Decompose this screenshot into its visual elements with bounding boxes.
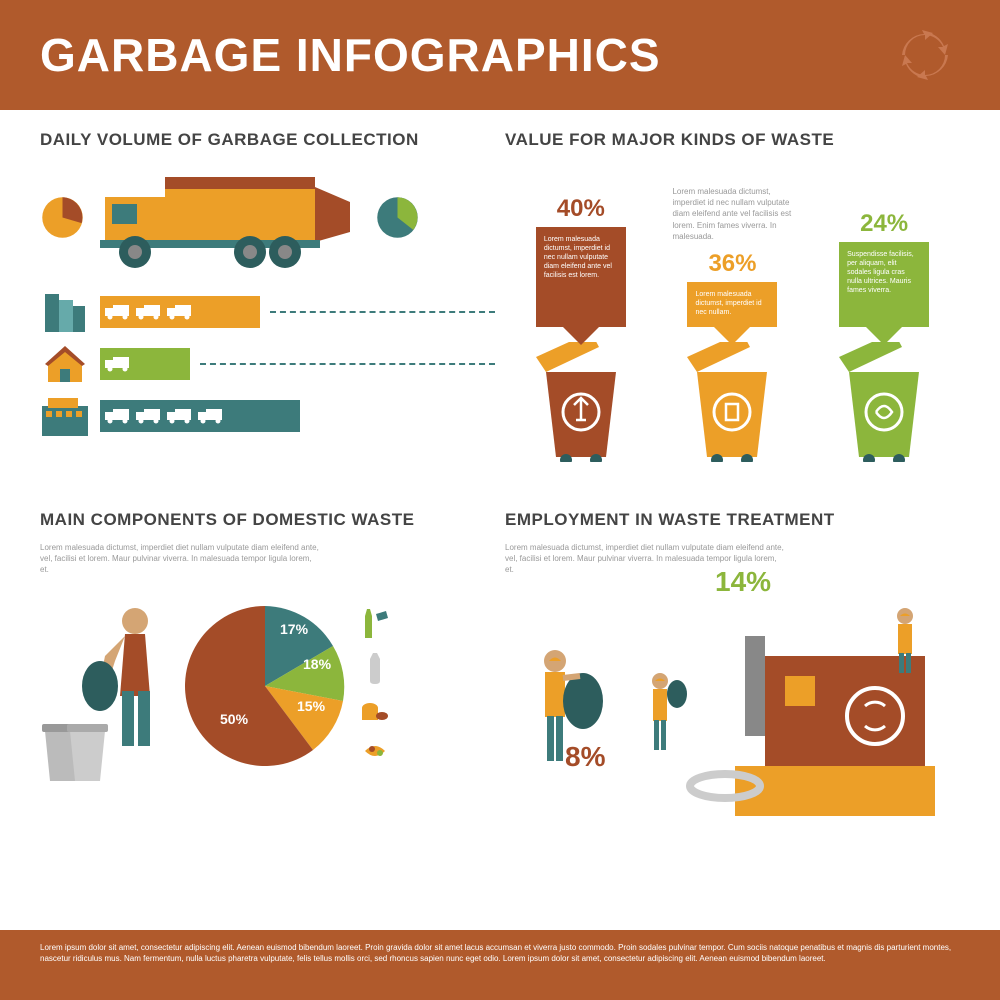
mini-truck-icon: [167, 408, 195, 424]
cans-icon: [360, 696, 390, 726]
page-title: GARBAGE INFOGRAPHICS: [40, 28, 661, 82]
pie-small-right: [375, 195, 420, 240]
pie-label-1: 17%: [280, 621, 308, 637]
bin-icon-brown: [531, 342, 631, 462]
section1-title: DAILY VOLUME OF GARBAGE COLLECTION: [40, 130, 495, 150]
bin-pct-1: 40%: [557, 195, 605, 223]
volume-row-3: [40, 396, 495, 436]
person-trash-icon: [40, 586, 170, 786]
bin-pct-3: 24%: [860, 210, 908, 238]
volume-rows: [40, 292, 495, 436]
bin-arrow-1: Lorem malesuada dictumst, imperdiet id n…: [536, 227, 626, 327]
footer-text: Lorem ipsum dolor sit amet, consectetur …: [40, 942, 960, 964]
dash-line: [200, 363, 495, 365]
section2-title: VALUE FOR MAJOR KINDS OF WASTE: [505, 130, 960, 150]
mini-truck-icon: [105, 356, 133, 372]
section3-title: MAIN COMPONENTS OF DOMESTIC WASTE: [40, 510, 495, 530]
bottle-plastic-icon: [360, 651, 390, 686]
tower-icon: [40, 292, 90, 332]
recycle-icon: [900, 30, 950, 80]
bar-2: [100, 348, 190, 380]
volume-row-1: [40, 292, 495, 332]
bottle-glass-icon: [360, 606, 390, 641]
section-value-kinds: VALUE FOR MAJOR KINDS OF WASTE 40% Lorem…: [505, 130, 960, 500]
pie-label-2: 18%: [303, 656, 331, 672]
pie-chart-main: 17% 18% 15% 50%: [185, 606, 345, 766]
bin-col-3: 24% Suspendisse facilisis, per aliquam, …: [824, 210, 944, 462]
bin-icon-orange: [682, 342, 782, 462]
food-waste-icon: [360, 736, 390, 766]
complex-icon: [40, 396, 90, 436]
section3-lorem: Lorem malesuada dictumst, imperdiet diet…: [40, 542, 320, 576]
bin-icon-green: [834, 342, 934, 462]
garbage-truck-icon: [100, 162, 360, 272]
mini-truck-icon: [105, 304, 133, 320]
section-domestic-waste: MAIN COMPONENTS OF DOMESTIC WASTE Lorem …: [40, 510, 495, 870]
mini-truck-icon: [198, 408, 226, 424]
footer: Lorem ipsum dolor sit amet, consectetur …: [0, 930, 1000, 1000]
bin-arrow-2: Lorem malesuada dictumst, imperdiet id n…: [687, 282, 777, 327]
volume-row-2: [40, 344, 495, 384]
main-grid: DAILY VOLUME OF GARBAGE COLLECTION: [0, 110, 1000, 890]
trash-items: [360, 606, 390, 766]
dash-line: [270, 311, 495, 313]
mini-truck-icon: [136, 408, 164, 424]
section2-lorem: Lorem malesuada dictumst, imperdiet id n…: [672, 186, 792, 242]
truck-row: [40, 162, 495, 272]
factory-scene-icon: [505, 586, 945, 836]
domestic-content: 17% 18% 15% 50%: [40, 586, 495, 786]
pie-label-3: 15%: [297, 698, 325, 714]
section4-title: EMPLOYMENT IN WASTE TREATMENT: [505, 510, 960, 530]
bar-1: [100, 296, 260, 328]
header: GARBAGE INFOGRAPHICS: [0, 0, 1000, 110]
pie-small-left: [40, 195, 85, 240]
pie-label-4: 50%: [220, 711, 248, 727]
house-icon: [40, 344, 90, 384]
bin-arrow-3: Suspendisse facilisis, per aliquam, elit…: [839, 242, 929, 327]
section-employment: EMPLOYMENT IN WASTE TREATMENT Lorem male…: [505, 510, 960, 870]
bar-3: [100, 400, 300, 432]
mini-truck-icon: [167, 304, 195, 320]
bin-pct-2: 36%: [708, 250, 756, 278]
employment-scene: 14% 8%: [505, 586, 960, 836]
bin-col-2: Lorem malesuada dictumst, imperdiet id n…: [672, 186, 792, 462]
mini-truck-icon: [105, 408, 133, 424]
mini-truck-icon: [136, 304, 164, 320]
bin-col-1: 40% Lorem malesuada dictumst, imperdiet …: [521, 195, 641, 462]
section-daily-volume: DAILY VOLUME OF GARBAGE COLLECTION: [40, 130, 495, 500]
bins-row: 40% Lorem malesuada dictumst, imperdiet …: [505, 162, 960, 462]
